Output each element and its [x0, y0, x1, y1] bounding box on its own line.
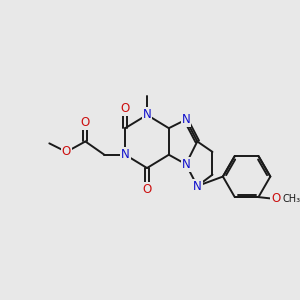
- Text: O: O: [121, 102, 130, 115]
- Text: O: O: [142, 183, 152, 196]
- Text: CH₃: CH₃: [282, 194, 300, 204]
- Text: O: O: [62, 146, 71, 158]
- Text: N: N: [182, 113, 190, 126]
- Text: N: N: [182, 158, 190, 171]
- Text: O: O: [271, 193, 280, 206]
- Text: N: N: [193, 179, 202, 193]
- Text: O: O: [81, 116, 90, 129]
- Text: N: N: [142, 108, 152, 122]
- Text: N: N: [121, 148, 130, 161]
